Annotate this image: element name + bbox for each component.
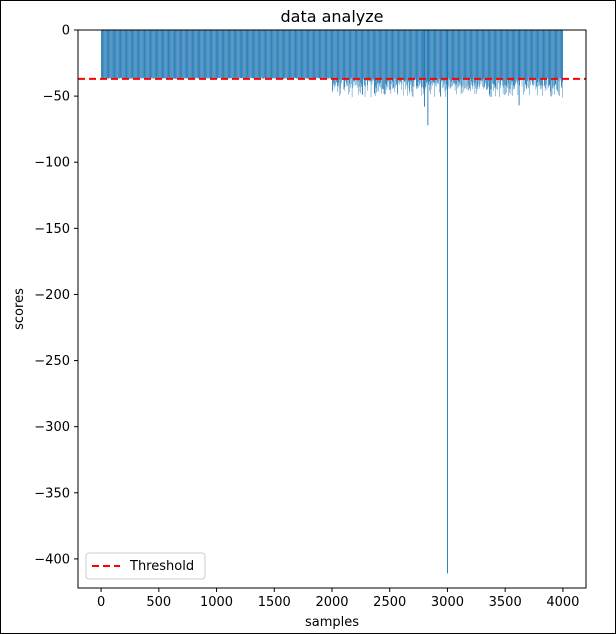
y-tick-label: −200 [34,288,70,303]
y-tick-label: −350 [34,486,70,501]
bar-notable [518,30,520,106]
bar-notable [427,30,429,126]
x-tick-label: 1000 [200,595,233,610]
y-tick-label: −250 [34,354,70,369]
legend-box [85,552,206,580]
y-tick-label: −400 [34,552,70,567]
x-tick-label: 4000 [546,595,579,610]
x-tick-label: 3500 [489,595,522,610]
x-tick-label: 2000 [315,595,348,610]
x-tick-label: 3000 [431,595,464,610]
legend: Threshold [85,552,206,580]
chart-title: data analyze [280,7,383,26]
x-axis-ticks: 0 500 1000 1500 2000 2500 3000 3500 4000 [97,588,579,610]
x-axis-label: samples [305,615,359,630]
y-tick-label: 0 [62,24,70,39]
x-tick-label: 0 [97,595,105,610]
y-axis-label: scores [12,288,27,330]
legend-threshold-label: Threshold [129,559,194,574]
x-tick-label: 1500 [258,595,291,610]
y-axis-ticks: 0 −50 −100 −150 −200 −250 −300 −350 −400 [34,24,78,567]
x-tick-label: 500 [146,595,171,610]
y-tick-label: −150 [34,222,70,237]
bar-series [101,30,563,574]
x-tick-label: 2500 [373,595,406,610]
bar-notable [447,30,448,574]
y-tick-label: −100 [34,156,70,171]
bar-notable [423,30,425,107]
y-tick-label: −50 [43,90,70,105]
y-tick-label: −300 [34,420,70,435]
